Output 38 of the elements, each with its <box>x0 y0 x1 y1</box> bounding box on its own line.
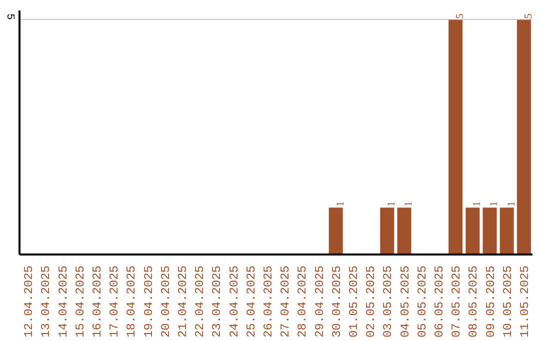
x-tick-label: 18.04.2025 <box>124 265 139 338</box>
data-label: 1 <box>472 201 484 207</box>
x-tick-label: 12.04.2025 <box>22 265 36 338</box>
x-tick-label: 05.05.2025 <box>415 265 430 338</box>
data-label: 1 <box>489 201 500 207</box>
data-label: 1 <box>506 201 518 207</box>
x-tick-label: 21.04.2025 <box>176 265 190 338</box>
data-label: 1 <box>404 201 415 207</box>
x-tick-label: 01.05.2025 <box>346 265 361 338</box>
x-tick-label: 22.04.2025 <box>193 265 208 338</box>
data-label: 1 <box>386 201 398 207</box>
x-tick-label: 30.04.2025 <box>330 265 344 338</box>
x-tick-label: 16.04.2025 <box>90 265 104 338</box>
x-tick-label: 06.05.2025 <box>432 265 446 338</box>
x-tick-label: 09.05.2025 <box>484 265 498 338</box>
data-label: 5 <box>455 14 466 19</box>
x-tick-label: 28.04.2025 <box>296 265 310 338</box>
x-tick-label: 17.04.2025 <box>108 265 122 338</box>
x-tick-label: 27.04.2025 <box>278 265 293 338</box>
x-tick-label: 29.04.2025 <box>312 265 327 338</box>
x-tick-label: 13.04.2025 <box>39 265 54 338</box>
x-tick-label: 25.04.2025 <box>244 265 258 338</box>
x-tick-label: 11.05.2025 <box>518 265 532 338</box>
x-tick-label: 23.04.2025 <box>210 265 224 338</box>
x-tick-label: 15.04.2025 <box>73 265 88 338</box>
x-tick-label: 10.05.2025 <box>500 265 515 338</box>
x-tick-label: 20.04.2025 <box>158 265 173 338</box>
x-tick-label: 03.05.2025 <box>381 265 396 338</box>
x-tick-label: 04.05.2025 <box>398 265 412 338</box>
data-label: 5 <box>523 14 534 19</box>
x-tick-label: 14.04.2025 <box>56 265 70 338</box>
x-tick-label: 07.05.2025 <box>450 265 464 338</box>
x-tick-label: 19.04.2025 <box>142 265 156 338</box>
x-tick-label: 26.04.2025 <box>261 265 276 338</box>
data-label: 1 <box>335 201 346 207</box>
x-tick-label: 24.04.2025 <box>227 265 242 338</box>
x-tick-label: 02.05.2025 <box>364 265 378 338</box>
x-tick-label: 08.05.2025 <box>466 265 481 338</box>
